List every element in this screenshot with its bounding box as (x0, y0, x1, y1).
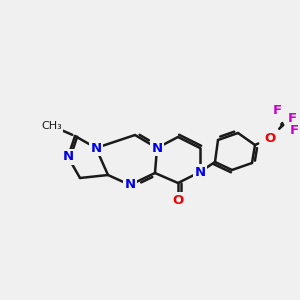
Text: N: N (194, 166, 206, 178)
Text: N: N (90, 142, 102, 154)
Text: N: N (124, 178, 136, 191)
Text: CH₃: CH₃ (42, 121, 62, 131)
Text: N: N (62, 151, 74, 164)
Text: F: F (272, 103, 282, 116)
Text: N: N (152, 142, 163, 154)
Text: O: O (264, 131, 276, 145)
Text: O: O (172, 194, 184, 206)
Text: F: F (287, 112, 297, 124)
Text: F: F (290, 124, 298, 136)
